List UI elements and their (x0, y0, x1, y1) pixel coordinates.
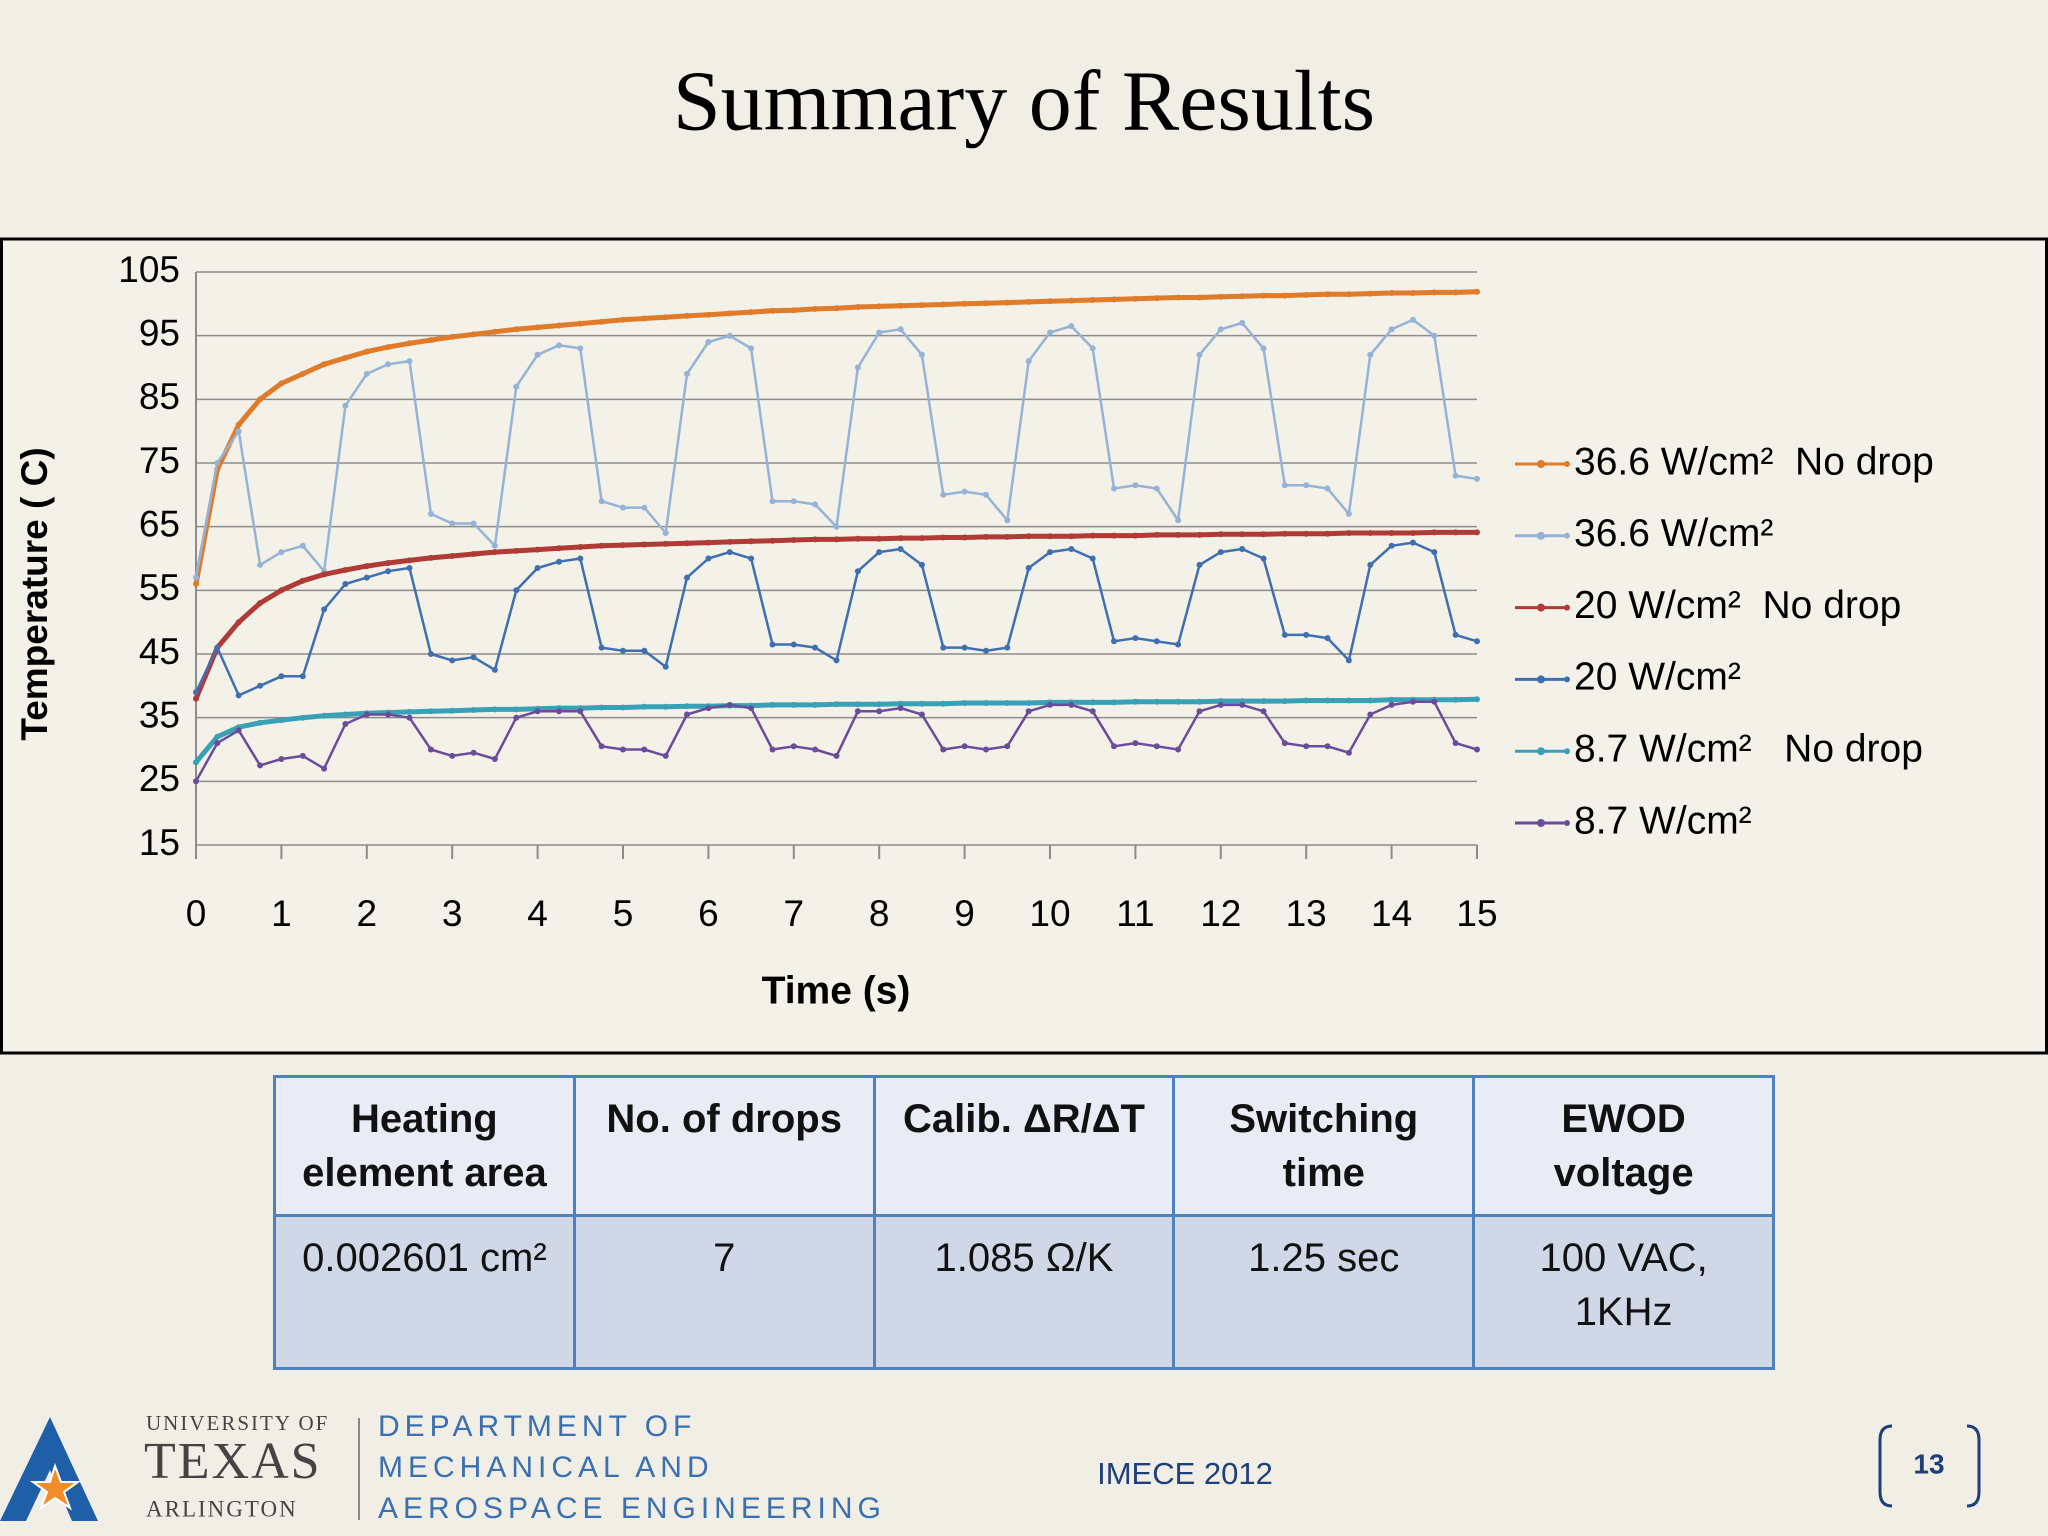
x-tick-label: 7 (784, 893, 805, 934)
x-tick-label: 14 (1371, 893, 1412, 934)
table-cell: No. of drops (572, 1075, 876, 1217)
logo (0, 1417, 1981, 1521)
table-cell: Switching time (1172, 1075, 1476, 1217)
x-tick-label: 15 (1456, 893, 1497, 934)
legend-marker (1537, 675, 1545, 684)
table-cell: EWOD voltage (1472, 1075, 1775, 1217)
legend-label: 8.7 W/cm² No drop (1574, 727, 1923, 770)
legend-marker (1537, 819, 1545, 827)
x-tick-label: 5 (613, 893, 634, 934)
table-cell: Calib. ΔR/ΔT (872, 1075, 1176, 1217)
chart-frame (0, 237, 2048, 1055)
y-tick-label: 55 (139, 567, 180, 608)
x-tick-label: 3 (442, 893, 463, 934)
legend-label: 20 W/cm² (1574, 656, 1741, 699)
x-tick-label: 13 (1286, 893, 1327, 934)
x-tick-label: 1 (271, 893, 292, 934)
conference: IMECE 2012 (1097, 1456, 1273, 1491)
x-axis-label: Time (s) (762, 969, 911, 1012)
x-tick-label: 10 (1029, 893, 1070, 934)
university-line: ARLINGTON (146, 1496, 298, 1521)
department-line: DEPARTMENT OF (378, 1410, 696, 1443)
legend-marker (1537, 531, 1545, 540)
x-tick-label: 9 (954, 893, 975, 934)
x-tick-label: 6 (698, 893, 719, 934)
legend-label: 8.7 W/cm² (1574, 799, 1752, 842)
legend-label: 20 W/cm² No drop (1574, 584, 1901, 627)
summary-table: Heating element area No. of drops Calib. Δ… (273, 1075, 1775, 1370)
legend-marker (1537, 603, 1545, 612)
x-tick-label: 11 (1116, 893, 1154, 934)
table-cell: 0.002601 cm² (273, 1214, 576, 1370)
y-tick-label: 65 (139, 503, 180, 544)
y-tick-label: 25 (139, 758, 180, 799)
page-number: 13 (1913, 1448, 1944, 1479)
slide-title: Summary of Results (673, 53, 1375, 149)
legend-marker (1537, 460, 1545, 468)
y-tick-label: 85 (139, 376, 180, 417)
y-tick-label: 35 (139, 694, 180, 735)
table-cell: 1.25 sec (1172, 1214, 1476, 1370)
y-tick-label: 105 (118, 249, 180, 290)
x-tick-label: 0 (186, 893, 207, 934)
department-line: MECHANICAL AND (378, 1451, 714, 1484)
x-tick-label: 8 (869, 893, 890, 934)
y-tick-label: 75 (139, 440, 180, 481)
table-cell: 1.085 Ω/K (872, 1214, 1176, 1370)
y-tick-label: 95 (139, 312, 180, 353)
table-row: 0.002601 cm² 7 1.085 Ω/K 1.25 sec 100 VAC, 1… (273, 1214, 1775, 1370)
table-cell: 100 VAC, 1KHz (1472, 1214, 1775, 1370)
x-tick-label: 2 (357, 893, 378, 934)
table-row: Heating element area No. of drops Calib. Δ… (273, 1075, 1775, 1217)
legend-label: 36.6 W/cm² No drop (1574, 440, 1934, 483)
table-cell: Heating element area (273, 1075, 576, 1217)
y-tick-label: 15 (139, 822, 180, 863)
table-cell: 7 (572, 1214, 876, 1370)
y-axis-label: Temperature ( C) (14, 447, 55, 740)
legend-label: 36.6 W/cm² (1574, 512, 1773, 555)
x-tick-label: 4 (527, 893, 548, 934)
series-line (193, 698, 1480, 785)
university-line: TEXAS (144, 1433, 322, 1490)
university-line: UNIVERSITY OF (146, 1411, 329, 1435)
legend-marker (1537, 747, 1545, 756)
y-tick-label: 45 (139, 631, 180, 672)
department-line: AEROSPACE ENGINEERING (378, 1492, 886, 1525)
series-line (193, 539, 1480, 699)
x-tick-label: 12 (1200, 893, 1241, 934)
series-line (193, 316, 1480, 581)
